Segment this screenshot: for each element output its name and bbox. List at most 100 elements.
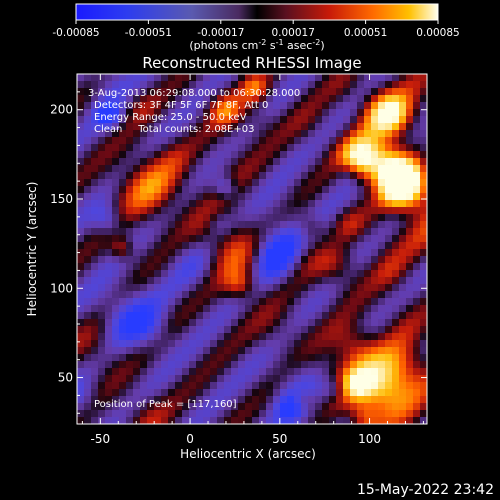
heatmap-cell [385,242,393,250]
heatmap-cell [175,277,183,285]
heatmap-cell [98,179,106,187]
heatmap-cell [420,270,427,278]
heatmap-cell [266,109,274,117]
heatmap-cell [280,74,288,82]
heatmap-cell [280,81,288,89]
heatmap-cell [175,172,183,180]
heatmap-cell [378,235,386,243]
heatmap-cell [84,172,92,180]
heatmap-cell [140,88,148,96]
heatmap-cell [336,179,344,187]
heatmap-cell [140,389,148,397]
heatmap-cell [308,137,316,145]
heatmap-cell [266,165,274,173]
heatmap-cell [420,403,427,411]
heatmap-cell [301,354,309,362]
heatmap-cell [77,333,85,341]
heatmap-cell [273,207,281,215]
heatmap-cell [406,116,414,124]
heatmap-cell [182,256,190,264]
heatmap-cell [301,319,309,327]
heatmap-cell [168,144,176,152]
heatmap-cell [175,130,183,138]
heatmap-cell [399,347,407,355]
heatmap-cell [231,179,239,187]
heatmap-cell [217,263,225,271]
heatmap-cell [280,109,288,117]
heatmap-cell [294,200,302,208]
heatmap-cell [364,389,372,397]
heatmap-cell [245,74,253,82]
heatmap-cell [322,305,330,313]
heatmap-cell [343,130,351,138]
heatmap-cell [210,270,218,278]
heatmap-cell [189,340,197,348]
heatmap-cell [91,368,99,376]
heatmap-cell [280,256,288,264]
heatmap-cell [126,144,134,152]
heatmap-cell [322,417,330,424]
heatmap-cell [238,263,246,271]
heatmap-cell [231,312,239,320]
heatmap-cell [196,95,204,103]
heatmap-cell [406,319,414,327]
heatmap-cell [210,375,218,383]
heatmap-cell [336,312,344,320]
heatmap-cell [77,74,85,82]
heatmap-cell [168,263,176,271]
heatmap-cell [203,172,211,180]
heatmap-cell [399,340,407,348]
heatmap-cell [399,151,407,159]
heatmap-cell [133,403,141,411]
heatmap-cell [189,389,197,397]
heatmap-cell [217,186,225,194]
heatmap-cell [371,361,379,369]
heatmap-cell [280,417,288,424]
heatmap-cell [252,74,260,82]
heatmap-cell [210,165,218,173]
heatmap-cell [119,305,127,313]
heatmap-cell [245,417,253,424]
heatmap-cell [231,368,239,376]
heatmap-cell [154,389,162,397]
heatmap-cell [126,256,134,264]
heatmap-cell [413,319,421,327]
heatmap-cell [231,382,239,390]
heatmap-cell [420,144,427,152]
heatmap-cell [336,74,344,82]
heatmap-cell [413,270,421,278]
heatmap-cell [259,116,267,124]
heatmap-cell [182,228,190,236]
heatmap-cell [203,256,211,264]
heatmap-cell [91,326,99,334]
heatmap-cell [77,291,85,299]
heatmap-cell [378,403,386,411]
heatmap-cell [322,214,330,222]
heatmap-cell [301,417,309,424]
heatmap-cell [217,165,225,173]
heatmap-cell [189,74,197,82]
heatmap-cell [315,165,323,173]
heatmap-cell [350,151,358,159]
heatmap-cell [399,235,407,243]
heatmap-cell [140,74,148,82]
heatmap-cell [406,347,414,355]
heatmap-cell [357,347,365,355]
heatmap-cell [140,200,148,208]
heatmap-cell [98,298,106,306]
heatmap-cell [112,200,120,208]
heatmap-cell [287,165,295,173]
heatmap-cell [98,396,106,404]
heatmap-cell [301,389,309,397]
heatmap-cell [112,368,120,376]
heatmap-cell [77,298,85,306]
heatmap-cell [105,396,113,404]
heatmap-cell [168,284,176,292]
heatmap-cell [336,144,344,152]
heatmap-cell [413,137,421,145]
heatmap-cell [420,172,427,180]
heatmap-cell [399,242,407,250]
heatmap-cell [217,172,225,180]
heatmap-cell [357,277,365,285]
heatmap-cell [329,116,337,124]
